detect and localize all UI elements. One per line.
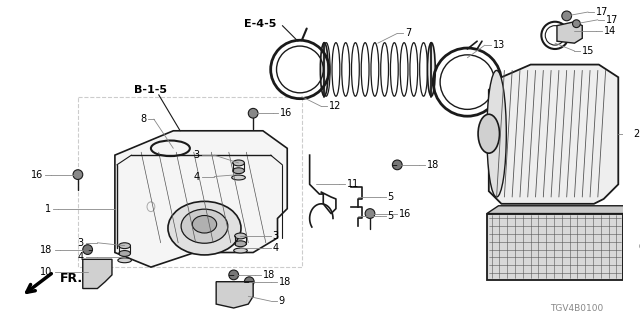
Text: 5: 5 xyxy=(388,192,394,202)
Ellipse shape xyxy=(235,241,246,247)
Polygon shape xyxy=(489,65,618,204)
Polygon shape xyxy=(557,22,582,43)
Ellipse shape xyxy=(168,201,241,255)
Ellipse shape xyxy=(487,70,506,197)
Ellipse shape xyxy=(234,248,247,253)
Text: 3: 3 xyxy=(273,231,279,241)
Ellipse shape xyxy=(428,43,435,96)
Ellipse shape xyxy=(119,243,131,249)
Circle shape xyxy=(73,170,83,180)
Polygon shape xyxy=(487,206,635,213)
Circle shape xyxy=(562,11,572,21)
Ellipse shape xyxy=(235,233,246,239)
Circle shape xyxy=(83,245,93,254)
Text: 16: 16 xyxy=(399,209,412,219)
Text: 9: 9 xyxy=(278,296,285,306)
Ellipse shape xyxy=(119,251,131,256)
Text: 15: 15 xyxy=(582,46,595,56)
Text: 10: 10 xyxy=(40,267,52,277)
Text: 16: 16 xyxy=(31,170,43,180)
Text: 18: 18 xyxy=(40,244,52,255)
Polygon shape xyxy=(623,206,635,280)
Text: 12: 12 xyxy=(329,101,342,111)
Ellipse shape xyxy=(181,209,228,243)
Text: 17: 17 xyxy=(605,15,618,25)
Ellipse shape xyxy=(233,160,244,166)
Ellipse shape xyxy=(478,114,499,153)
Text: B-1-5: B-1-5 xyxy=(134,85,168,95)
Circle shape xyxy=(392,160,402,170)
Text: 13: 13 xyxy=(493,40,505,50)
Ellipse shape xyxy=(118,258,131,263)
Ellipse shape xyxy=(233,168,244,174)
Text: 7: 7 xyxy=(405,28,412,38)
Text: 18: 18 xyxy=(263,270,275,280)
Text: 3: 3 xyxy=(193,150,200,160)
Text: 2: 2 xyxy=(633,129,639,139)
Text: 18: 18 xyxy=(278,277,291,287)
Text: 8: 8 xyxy=(140,114,146,124)
Circle shape xyxy=(365,209,375,219)
Text: 4: 4 xyxy=(193,172,200,181)
Text: 6: 6 xyxy=(639,242,640,252)
Text: 5: 5 xyxy=(388,212,394,221)
Polygon shape xyxy=(115,131,287,267)
Text: 14: 14 xyxy=(604,27,616,36)
Text: 11: 11 xyxy=(347,179,359,189)
Circle shape xyxy=(573,20,580,28)
Circle shape xyxy=(244,277,254,287)
Ellipse shape xyxy=(232,175,245,180)
Text: FR.: FR. xyxy=(60,272,83,285)
Circle shape xyxy=(229,270,239,280)
Polygon shape xyxy=(83,259,112,289)
Polygon shape xyxy=(216,282,253,308)
Text: E-4-5: E-4-5 xyxy=(244,19,276,29)
Text: 3: 3 xyxy=(77,238,84,248)
Text: 1: 1 xyxy=(45,204,51,214)
Bar xyxy=(78,97,302,267)
Text: 4: 4 xyxy=(77,252,84,262)
Text: 17: 17 xyxy=(596,7,608,17)
Ellipse shape xyxy=(321,43,328,96)
Ellipse shape xyxy=(192,215,217,233)
Text: TGV4B0100: TGV4B0100 xyxy=(550,304,604,314)
Circle shape xyxy=(248,108,258,118)
Bar xyxy=(487,213,623,280)
Text: 18: 18 xyxy=(426,160,439,170)
Text: 16: 16 xyxy=(280,108,292,118)
Text: 4: 4 xyxy=(273,243,279,252)
